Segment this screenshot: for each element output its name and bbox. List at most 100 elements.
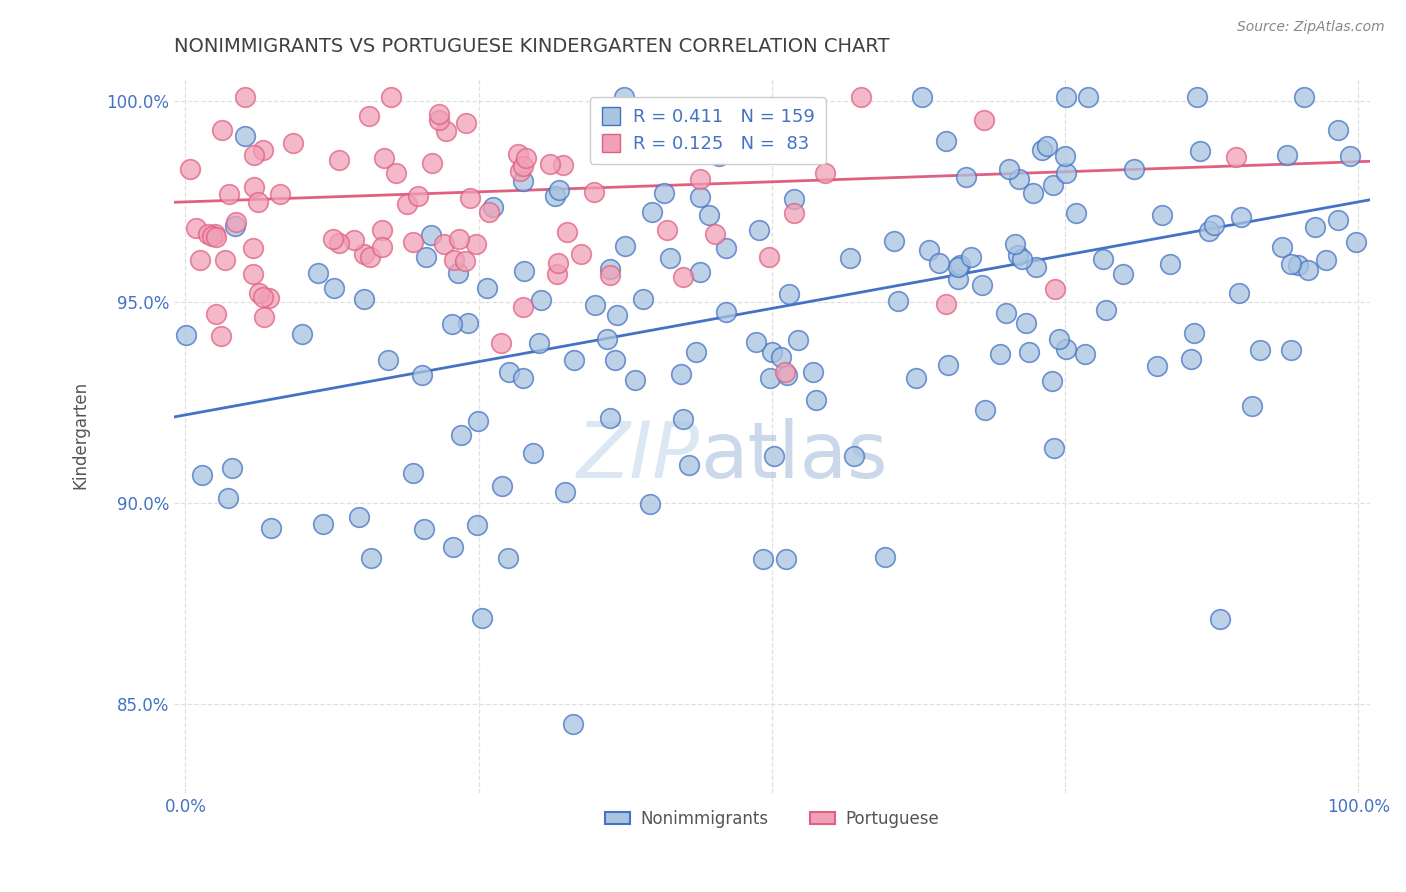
Point: [1077, 90, 1099, 104]
Point: [551, 158, 574, 172]
Point: [745, 334, 768, 349]
Point: [291, 326, 314, 341]
Point: [689, 265, 711, 279]
Point: [911, 90, 934, 104]
Point: [849, 90, 872, 104]
Point: [186, 221, 208, 235]
Point: [359, 251, 381, 265]
Point: [599, 268, 621, 282]
Point: [1279, 257, 1302, 271]
Point: [758, 105, 780, 120]
Point: [918, 243, 941, 257]
Point: [806, 392, 828, 407]
Point: [201, 229, 224, 244]
Point: [478, 204, 501, 219]
Point: [689, 190, 711, 204]
Point: [513, 264, 536, 278]
Point: [1018, 344, 1040, 359]
Point: [413, 522, 436, 536]
Point: [429, 112, 451, 127]
Point: [322, 232, 344, 246]
Point: [515, 151, 537, 165]
Point: [960, 250, 983, 264]
Point: [988, 347, 1011, 361]
Point: [776, 368, 799, 382]
Point: [465, 517, 488, 532]
Point: [312, 517, 335, 532]
Point: [242, 241, 264, 255]
Point: [655, 222, 678, 236]
Point: [447, 266, 470, 280]
Point: [233, 90, 256, 104]
Point: [233, 129, 256, 144]
Point: [689, 172, 711, 186]
Point: [1015, 316, 1038, 330]
Point: [814, 166, 837, 180]
Point: [512, 300, 534, 314]
Point: [1327, 122, 1350, 136]
Point: [887, 293, 910, 308]
Point: [443, 253, 465, 268]
Point: [491, 335, 513, 350]
Point: [685, 345, 707, 359]
Point: [1150, 208, 1173, 222]
Point: [385, 166, 408, 180]
Point: [371, 222, 394, 236]
Point: [583, 185, 606, 199]
Point: [477, 281, 499, 295]
Point: [252, 144, 274, 158]
Point: [1008, 172, 1031, 186]
Point: [496, 550, 519, 565]
Point: [1094, 303, 1116, 318]
Point: [456, 116, 478, 130]
Point: [512, 371, 534, 385]
Point: [714, 305, 737, 319]
Point: [974, 403, 997, 417]
Legend: Nonimmigrants, Portuguese: Nonimmigrants, Portuguese: [599, 803, 945, 834]
Point: [883, 234, 905, 248]
Point: [1271, 240, 1294, 254]
Point: [773, 365, 796, 379]
Point: [1227, 286, 1250, 301]
Point: [377, 352, 399, 367]
Point: [482, 200, 505, 214]
Point: [1339, 148, 1361, 162]
Point: [1047, 332, 1070, 346]
Text: atlas: atlas: [700, 418, 887, 494]
Point: [544, 189, 567, 203]
Point: [1198, 224, 1220, 238]
Point: [360, 550, 382, 565]
Point: [441, 540, 464, 554]
Point: [281, 136, 304, 150]
Point: [606, 308, 628, 322]
Point: [529, 336, 551, 351]
Point: [402, 235, 425, 249]
Point: [641, 205, 664, 219]
Point: [1040, 374, 1063, 388]
Point: [1159, 257, 1181, 271]
Point: [970, 277, 993, 292]
Point: [1054, 166, 1077, 180]
Point: [176, 327, 198, 342]
Point: [530, 293, 553, 307]
Point: [1064, 206, 1087, 220]
Point: [204, 227, 226, 241]
Point: [613, 90, 636, 104]
Point: [464, 237, 486, 252]
Point: [246, 195, 269, 210]
Point: [762, 450, 785, 464]
Point: [1292, 90, 1315, 104]
Point: [936, 358, 959, 372]
Point: [307, 266, 329, 280]
Point: [498, 365, 520, 379]
Point: [205, 229, 228, 244]
Point: [1315, 253, 1337, 268]
Point: [638, 497, 661, 511]
Point: [603, 353, 626, 368]
Point: [509, 164, 531, 178]
Point: [512, 174, 534, 188]
Point: [1025, 260, 1047, 274]
Point: [783, 192, 806, 206]
Point: [935, 297, 957, 311]
Point: [328, 235, 350, 250]
